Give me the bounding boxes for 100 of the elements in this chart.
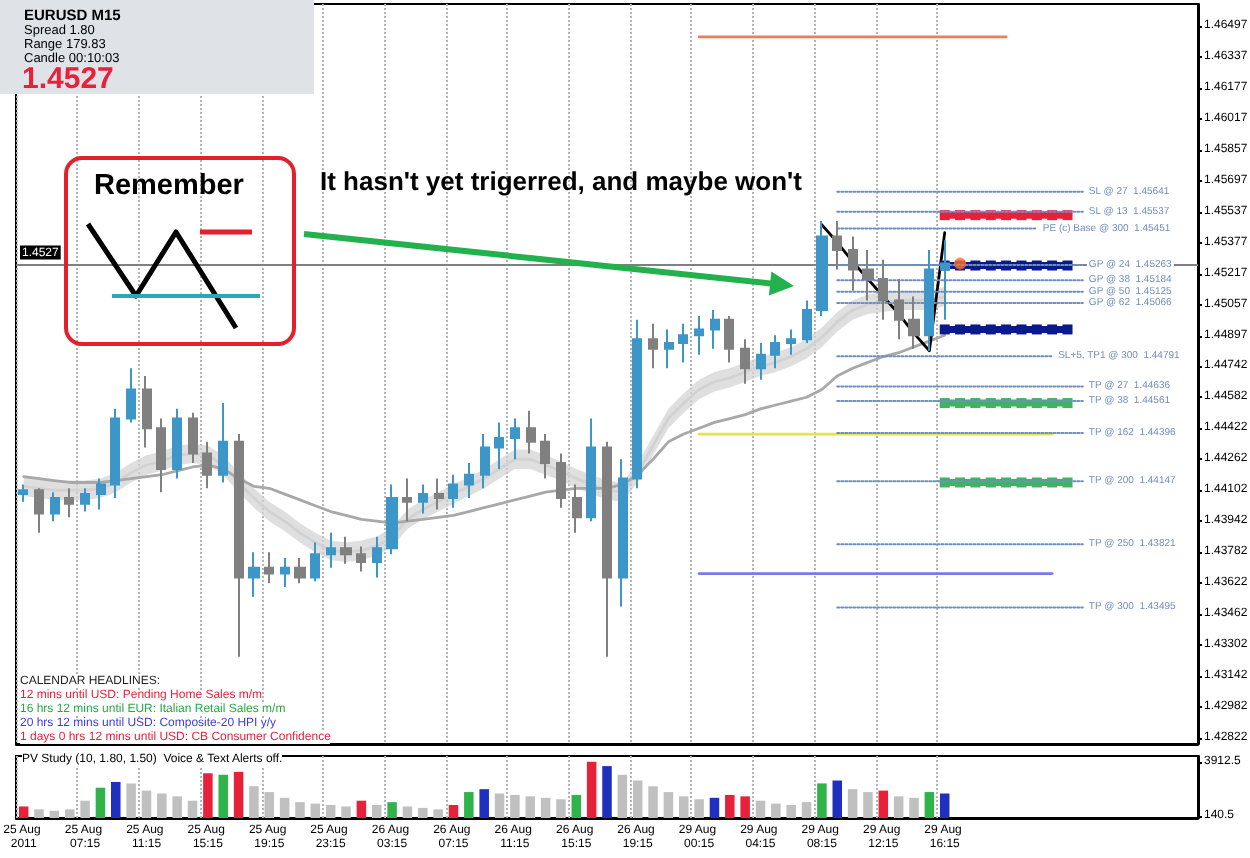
- point: [1016, 324, 1027, 335]
- candlestick: [434, 477, 444, 511]
- bar: [279, 797, 290, 818]
- bar: [939, 793, 950, 818]
- candlestick: [172, 407, 182, 480]
- bar: [924, 792, 935, 818]
- candlestick: [356, 545, 366, 573]
- bar: [341, 806, 351, 818]
- point: [1047, 324, 1058, 335]
- candlestick: [248, 551, 260, 598]
- candlestick: [710, 309, 720, 350]
- candlestick: [218, 402, 228, 484]
- candlestick: [188, 411, 198, 465]
- candlestick: [816, 219, 828, 317]
- candlestick: [494, 421, 504, 470]
- bar: [218, 774, 228, 818]
- candlestick: [908, 295, 920, 350]
- candlestick: [540, 433, 550, 480]
- bar: [847, 789, 858, 818]
- candlestick: [18, 483, 28, 503]
- annotation: It hasn't yet trigerred, and maybe won't: [320, 166, 802, 196]
- bar: [418, 807, 428, 818]
- bar: [49, 810, 60, 818]
- candlestick: [64, 487, 74, 519]
- candlestick: [34, 487, 44, 534]
- bar: [893, 796, 904, 818]
- candlestick: [310, 541, 320, 583]
- candlestick: [602, 440, 612, 658]
- candlestick: [878, 258, 888, 321]
- candlestick: [848, 235, 858, 292]
- bar: [832, 780, 843, 818]
- bar: [709, 797, 720, 818]
- bar: [725, 794, 735, 818]
- candlestick: [294, 557, 306, 585]
- bar: [387, 802, 397, 818]
- candlestick: [448, 473, 458, 509]
- candlestick: [386, 483, 398, 556]
- point: [1001, 324, 1012, 335]
- bar: [909, 797, 919, 818]
- annotation: Remember: [94, 170, 244, 202]
- candlestick: [618, 458, 628, 608]
- bar: [586, 761, 597, 818]
- candlestick: [234, 433, 244, 658]
- candlestick: [740, 338, 750, 385]
- point: [955, 324, 966, 335]
- candlestick: [894, 278, 904, 341]
- candlestick: [326, 531, 336, 569]
- candlestick: [756, 342, 766, 381]
- candlestick: [770, 334, 780, 370]
- candlestick: [664, 328, 674, 370]
- bar: [740, 796, 750, 818]
- candlestick: [648, 322, 658, 370]
- candlestick: [202, 440, 212, 490]
- candlestick: [526, 409, 536, 455]
- bar: [648, 786, 658, 818]
- bar: [786, 805, 796, 818]
- candlestick: [110, 407, 120, 499]
- bar: [602, 766, 612, 818]
- candlestick: [786, 328, 796, 356]
- bar: [771, 803, 781, 818]
- bar: [464, 792, 474, 818]
- candlestick: [156, 417, 166, 494]
- candlestick: [572, 483, 582, 534]
- bar: [878, 790, 889, 818]
- candlestick: [80, 487, 90, 513]
- candlestick: [632, 318, 642, 490]
- candlestick: [924, 249, 934, 352]
- candlestick: [418, 483, 428, 515]
- point: [939, 324, 950, 335]
- bar: [233, 771, 244, 818]
- candlestick: [556, 452, 566, 509]
- candlestick: [510, 417, 520, 461]
- bar: [203, 773, 213, 818]
- point: [1031, 324, 1042, 335]
- bar: [157, 793, 167, 818]
- candlestick: [678, 322, 688, 364]
- bar: [172, 796, 182, 818]
- bar: [448, 805, 459, 818]
- bar: [540, 797, 551, 818]
- candlestick: [724, 314, 734, 364]
- candlestick: [126, 367, 136, 424]
- candlestick: [96, 477, 106, 511]
- bar: [95, 787, 106, 818]
- bar: [479, 789, 489, 818]
- annotation: 1.4527: [22, 62, 114, 96]
- bar: [663, 792, 674, 818]
- candlestick: [480, 433, 490, 490]
- point: [970, 324, 981, 335]
- candlestick: [142, 374, 152, 449]
- bar: [402, 806, 413, 818]
- candlestick: [264, 551, 274, 585]
- point: [1062, 324, 1073, 335]
- bar: [356, 800, 367, 818]
- bar: [817, 783, 827, 818]
- candlestick: [340, 535, 352, 565]
- candlestick: [372, 535, 382, 579]
- candlestick: [862, 249, 874, 302]
- bar: [18, 806, 29, 818]
- candlestick: [802, 299, 812, 345]
- bar: [34, 809, 44, 818]
